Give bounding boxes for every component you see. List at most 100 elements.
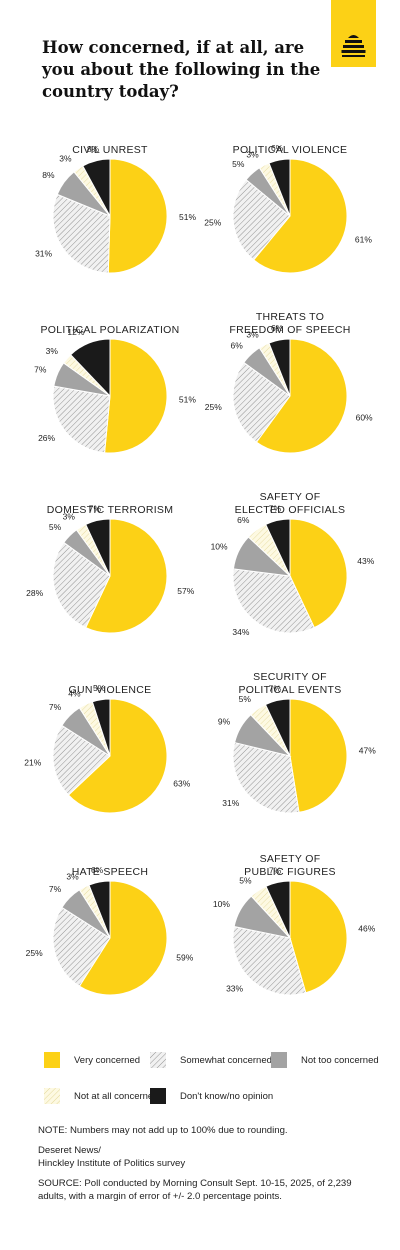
data-label: 31%	[222, 798, 239, 808]
data-label: 10%	[211, 542, 228, 552]
pie-slice-very-concerned	[289, 698, 348, 813]
data-label: 43%	[357, 556, 374, 566]
data-label: 21%	[24, 758, 41, 768]
data-label: 6%	[271, 143, 284, 153]
brand-logo	[331, 0, 376, 67]
pie-slice-dont-know	[268, 158, 291, 217]
data-label: 7%	[89, 504, 102, 514]
data-label: 5%	[239, 694, 252, 704]
pie-slice-dont-know	[69, 338, 111, 398]
dont-know-swatch	[150, 1088, 166, 1104]
pie-chart: POLITICAL POLARIZATION 51% 26% 7% 3% 12%	[34, 324, 196, 454]
very-concerned-swatch	[44, 1052, 60, 1068]
data-label: 61%	[355, 234, 372, 244]
data-label: 25%	[26, 948, 43, 958]
data-label: 8%	[87, 144, 100, 154]
pie-chart: HATE SPEECH 59% 25% 7% 3% 6%	[26, 865, 194, 996]
data-label: 31%	[35, 249, 52, 259]
data-label: 28%	[26, 588, 43, 598]
pie-slice-dont-know	[265, 880, 291, 939]
pie-slice-very-concerned	[289, 880, 348, 994]
pie-slice-very-concerned	[289, 518, 348, 629]
pie-chart: GUN VIOLENCE 63% 21% 7% 4% 5%	[24, 683, 191, 814]
pie-slice-dont-know	[91, 698, 111, 757]
pie-slice-very-concerned	[67, 698, 168, 814]
data-label: 5%	[239, 876, 252, 886]
legend-item: Very concerned	[44, 1052, 140, 1068]
data-label: 7%	[34, 364, 47, 374]
chart-title: POLITICAL VIOLENCE	[233, 144, 348, 156]
pie-slice-somewhat-concerned	[232, 741, 300, 814]
pie-slice-somewhat-concerned	[232, 178, 291, 261]
data-label: 57%	[177, 586, 194, 596]
data-label: 7%	[269, 866, 282, 876]
data-label: 3%	[246, 150, 259, 160]
credit-line-1: Deseret News/	[38, 1145, 101, 1156]
data-label: 59%	[176, 952, 193, 962]
chart-title: SAFETY OF	[260, 491, 321, 503]
pie-chart-grid: CIVIL UNREST 51% 31% 8% 3% 8% POLITICAL VIOLEN…	[24, 143, 376, 996]
data-label: 51%	[179, 394, 196, 404]
pie-slice-dont-know	[264, 698, 291, 757]
data-label: 26%	[38, 433, 55, 443]
pie-slice-dont-know	[88, 880, 111, 939]
data-label: 60%	[356, 412, 373, 422]
pie-slice-somewhat-concerned	[232, 361, 291, 443]
legend: Very concerned Somewhat concerned Not too …	[0, 1046, 400, 1116]
data-label: 3%	[246, 330, 259, 340]
source-note: SOURCE: Poll conducted by Morning Consul…	[38, 1178, 352, 1202]
pie-slice-dont-know	[265, 518, 291, 577]
somewhat-concerned-swatch	[150, 1052, 166, 1068]
chart-title: HATE SPEECH	[72, 866, 149, 878]
pie-slice-somewhat-concerned	[52, 541, 111, 629]
pie-slice-somewhat-concerned	[52, 385, 111, 454]
pie-slice-very-concerned	[85, 518, 168, 634]
legend-item: Not too concerned	[271, 1052, 379, 1068]
data-label: 5%	[93, 683, 106, 693]
pie-slice-very-concerned	[104, 338, 168, 454]
not-too-concerned-swatch	[271, 1052, 287, 1068]
pie-slice-very-concerned	[78, 880, 168, 996]
data-label: 6%	[271, 323, 284, 333]
data-label: 34%	[232, 627, 249, 637]
data-label: 6%	[237, 515, 250, 525]
data-label: 51%	[179, 212, 196, 222]
pie-slice-somewhat-concerned	[52, 906, 111, 987]
data-label: 3%	[63, 512, 76, 522]
pie-slice-very-concerned	[252, 158, 348, 274]
legend-label: Very concerned	[74, 1054, 141, 1066]
rounding-note: NOTE: Numbers may not add up to 100% due…	[38, 1125, 288, 1136]
data-label: 7%	[49, 702, 62, 712]
pie-slice-somewhat-concerned	[52, 193, 111, 274]
data-label: 3%	[66, 872, 79, 882]
data-label: 6%	[231, 341, 244, 351]
pie-slice-dont-know	[82, 158, 111, 217]
pie-chart: POLITICAL VIOLENCE 61% 25% 5%3% 6%	[204, 143, 372, 274]
legend-item: Not at all concerned	[44, 1088, 159, 1104]
legend-label: Not at all concerned	[74, 1090, 159, 1102]
pie-chart: DOMESTIC TERRORISM 57% 28% 5%3% 7%	[26, 504, 195, 634]
pie-slice-very-concerned	[107, 158, 168, 274]
legend-label: Don't know/no opinion	[180, 1090, 274, 1102]
beehive-icon	[341, 35, 366, 57]
pie-slice-dont-know	[85, 518, 111, 577]
chart-title: SECURITY OF	[253, 671, 327, 683]
not-at-all-concerned-swatch	[44, 1088, 60, 1104]
chart-title: POLITICAL POLARIZATION	[40, 324, 179, 336]
data-label: 5%	[49, 522, 62, 532]
data-label: 7%	[269, 504, 282, 514]
data-label: 12%	[67, 327, 84, 337]
data-label: 46%	[358, 923, 375, 933]
data-label: 25%	[204, 218, 221, 228]
data-label: 63%	[173, 778, 190, 788]
data-label: 3%	[59, 154, 72, 164]
pie-slice-dont-know	[268, 338, 291, 397]
chart-title: GUN VIOLENCE	[69, 684, 152, 696]
legend-label: Not too concerned	[301, 1054, 379, 1066]
legend-item: Don't know/no opinion	[150, 1088, 273, 1104]
data-label: 7%	[49, 884, 62, 894]
data-label: 6%	[91, 865, 104, 875]
